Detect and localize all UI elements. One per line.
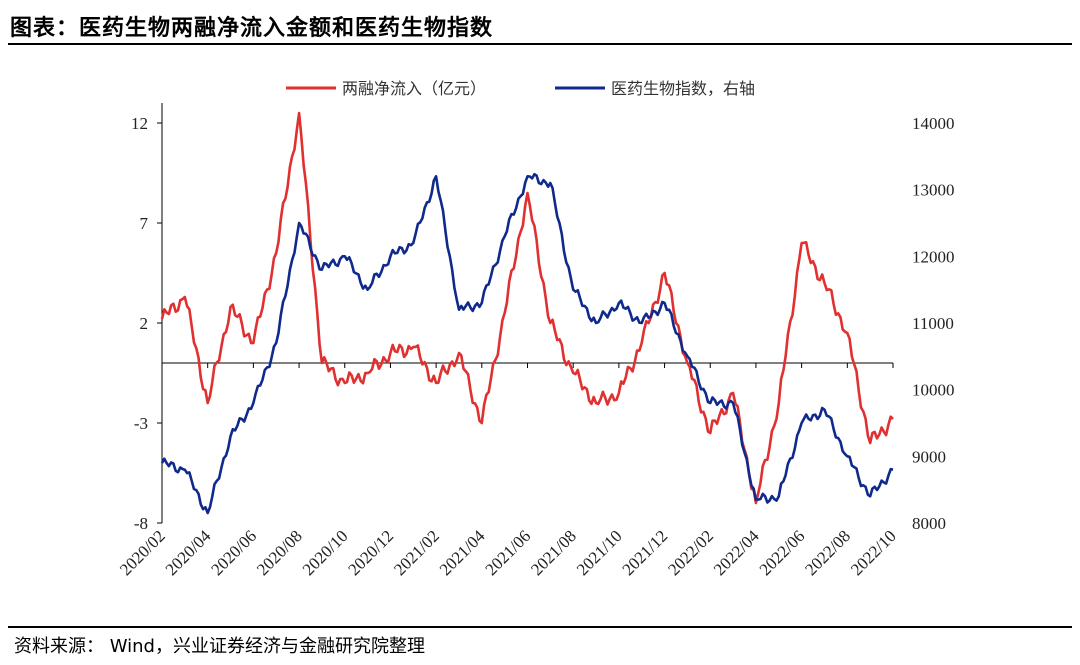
x-tick-label: 2022/08 bbox=[801, 526, 854, 579]
x-tick-label: 2021/04 bbox=[436, 526, 489, 579]
series-line-pharma-index bbox=[160, 172, 894, 515]
x-tick-label: 2021/06 bbox=[481, 526, 534, 579]
y-right-tick-label: 10000 bbox=[912, 381, 955, 400]
y-left-tick-label: 7 bbox=[140, 214, 149, 233]
x-tick-label: 2020/04 bbox=[162, 526, 215, 579]
series-line-margin-inflow bbox=[160, 111, 894, 505]
chart-title: 图表：医药生物两融净流入金额和医药生物指数 bbox=[10, 16, 494, 41]
y-left-tick-label: 2 bbox=[140, 314, 149, 333]
x-tick-label: 2022/10 bbox=[847, 526, 900, 579]
y-right-tick-label: 11000 bbox=[912, 314, 954, 333]
y-right-tick-label: 8000 bbox=[912, 514, 946, 533]
x-tick-label: 2020/06 bbox=[207, 526, 260, 579]
x-tick-label: 2020/02 bbox=[116, 526, 169, 579]
x-tick-label: 2021/12 bbox=[619, 526, 672, 579]
y-left-tick-label: 12 bbox=[131, 114, 148, 133]
source-note: 资料来源： Wind，兴业证券经济与金融研究院整理 bbox=[14, 636, 425, 657]
y-left-tick-label: -3 bbox=[134, 414, 148, 433]
x-tick-label: 2022/02 bbox=[664, 526, 717, 579]
x-tick-label: 2020/08 bbox=[253, 526, 306, 579]
x-tick-label: 2021/02 bbox=[390, 526, 443, 579]
x-tick-label: 2020/10 bbox=[299, 526, 352, 579]
x-tick-label: 2022/04 bbox=[710, 526, 763, 579]
y-right-tick-label: 12000 bbox=[912, 247, 955, 266]
header-rule bbox=[8, 43, 1072, 45]
footer-rule bbox=[8, 626, 1072, 628]
x-tick-label: 2022/06 bbox=[756, 526, 809, 579]
legend-label: 医药生物指数，右轴 bbox=[611, 79, 755, 98]
y-left-tick-label: -8 bbox=[134, 514, 148, 533]
y-right-tick-label: 14000 bbox=[912, 114, 955, 133]
legend-label: 两融净流入（亿元） bbox=[342, 79, 486, 98]
y-right-tick-label: 13000 bbox=[912, 181, 955, 200]
y-right-tick-label: 9000 bbox=[912, 447, 946, 466]
x-tick-label: 2021/10 bbox=[573, 526, 626, 579]
x-tick-label: 2020/12 bbox=[344, 526, 397, 579]
x-tick-label: 2021/08 bbox=[527, 526, 580, 579]
